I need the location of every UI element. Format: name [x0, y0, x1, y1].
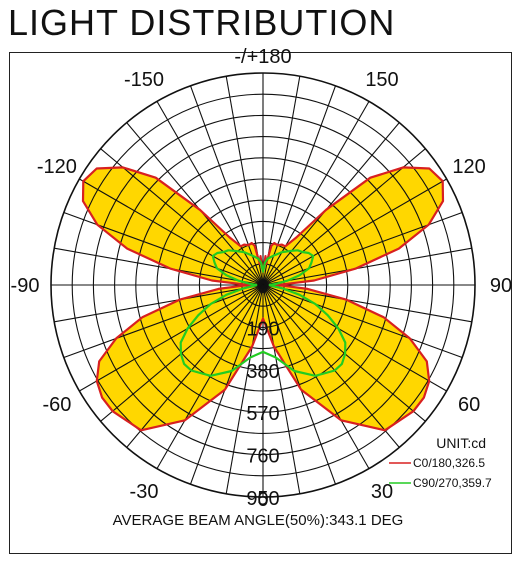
angle-label: -/+180 — [234, 46, 291, 68]
legend-label-0: C0/180,326.5 — [413, 456, 485, 470]
legend-label-1: C90/270,359.7 — [413, 476, 492, 490]
grid-spoke — [100, 148, 264, 286]
grid-spoke — [262, 284, 400, 448]
grid-spoke — [262, 284, 472, 323]
grid-spoke — [225, 284, 264, 494]
grid-spoke — [54, 284, 264, 323]
grid-spoke — [189, 85, 264, 286]
radial-label: 0 — [257, 276, 268, 298]
angle-label: 150 — [365, 69, 398, 91]
grid-spoke — [262, 122, 400, 286]
radial-label: 380 — [246, 361, 279, 383]
grid-spoke — [262, 148, 426, 286]
radial-label: 950 — [246, 488, 279, 510]
beam-angle-caption: AVERAGE BEAM ANGLE(50%):343.1 DEG — [113, 512, 404, 529]
label-layer: -/+180 -150 150 -120 120 -90 90 -60 60 -30 30 0 0 190… — [11, 46, 513, 511]
grid-spoke — [262, 101, 370, 286]
angle-label: -30 — [130, 481, 159, 503]
grid-spoke — [262, 85, 337, 286]
grid-spoke — [262, 247, 472, 286]
angle-label: 120 — [452, 156, 485, 178]
grid-spoke — [54, 247, 264, 286]
radial-label: 570 — [246, 403, 279, 425]
grid-spoke — [156, 284, 264, 469]
grid-spoke — [79, 284, 264, 392]
angle-label: 90 — [490, 275, 512, 297]
series-curve-1 — [179, 249, 347, 377]
grid-spoke — [262, 284, 301, 494]
angle-label: -60 — [42, 394, 71, 416]
chart-title: LIGHT DISTRIBUTION — [8, 2, 396, 43]
angle-label: 30 — [371, 481, 393, 503]
grid-spoke — [79, 178, 264, 286]
legend: UNIT:cd C0/180,326.5 C90/270,359.7 — [389, 435, 492, 490]
angle-label: -150 — [124, 69, 164, 91]
grid-spoke — [156, 101, 264, 286]
grid-spoke — [262, 284, 337, 485]
angle-label: 60 — [458, 394, 480, 416]
grid-spoke — [262, 284, 447, 392]
chart-frame — [9, 52, 512, 554]
grid-spoke — [126, 122, 264, 286]
grid-spoke — [262, 178, 447, 286]
angle-label: 0 — [257, 489, 268, 511]
legend-unit-label: UNIT:cd — [436, 435, 486, 451]
grid-spoke — [63, 284, 264, 359]
radial-label: 190 — [246, 318, 279, 340]
angle-label: -90 — [11, 275, 40, 297]
radial-label: 760 — [246, 446, 279, 468]
grid-spoke — [262, 284, 463, 359]
grid-spoke — [262, 284, 370, 469]
curve-layer — [81, 166, 445, 432]
angle-label: -120 — [37, 156, 77, 178]
grid-spoke — [189, 284, 264, 485]
grid-spoke — [126, 284, 264, 448]
grid-layer — [50, 72, 476, 498]
